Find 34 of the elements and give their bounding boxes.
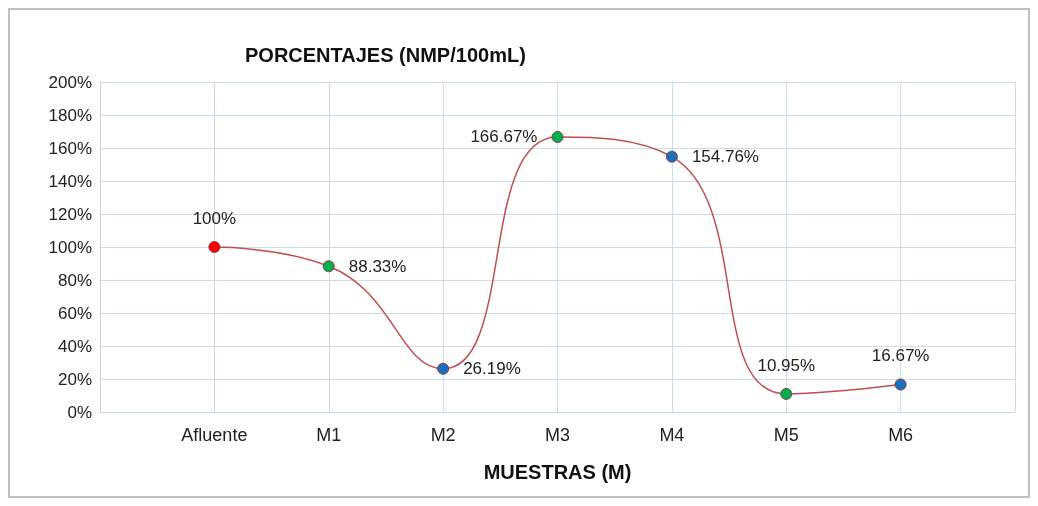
y-tick-label: 160% [48,138,92,158]
point [322,260,335,273]
point [437,362,450,375]
point [894,378,907,391]
point [208,241,221,253]
y-tick-label: 180% [48,105,92,125]
y-tick-label: 80% [57,270,92,290]
data-label: 10.95% [757,355,816,375]
chart-title: PORCENTAJES (NMP/100mL) [245,44,526,66]
x-tick-label: M1 [316,425,342,445]
y-tick-label: 20% [57,369,92,389]
y-tick-label: 60% [57,303,92,323]
x-tick-label: M2 [430,425,456,445]
x-axis-title: MUESTRAS (M) [483,461,632,483]
data-label: 16.67% [871,346,930,366]
x-tick-label: Afluente [181,425,248,445]
x-tick-label: M3 [544,425,571,445]
y-tick-label: 120% [48,204,92,224]
point [551,131,564,143]
x-tick-label: M6 [888,425,914,445]
data-label: 154.76% [691,147,759,167]
y-tick-label: 100% [48,237,92,257]
x-tick-label: M5 [773,425,799,445]
y-tick-label: 140% [48,171,92,191]
data-label: 88.33% [348,256,407,276]
point [665,150,678,163]
y-tick-label: 0% [67,402,92,422]
data-label: 100% [192,209,237,228]
data-label: 166.67% [470,127,538,147]
point [780,387,793,400]
data-label: 26.19% [463,359,521,379]
y-tick-label: 40% [57,336,92,356]
x-tick-label: M4 [659,425,685,445]
y-tick-label: 200% [48,72,92,92]
